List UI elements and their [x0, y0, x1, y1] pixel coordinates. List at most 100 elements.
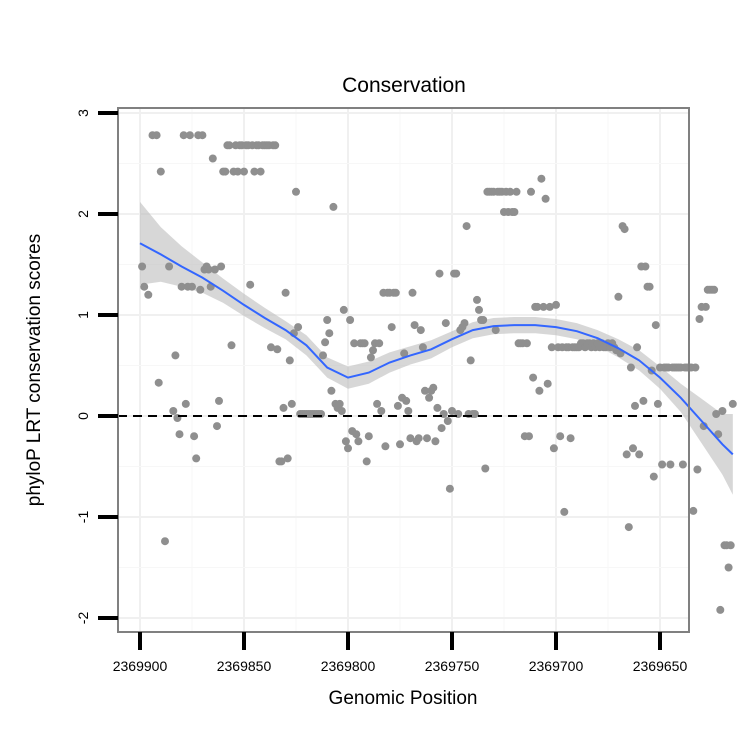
- data-point: [435, 269, 444, 278]
- data-point: [240, 167, 248, 176]
- data-point: [635, 450, 644, 459]
- data-point: [543, 379, 552, 388]
- data-point: [279, 403, 288, 412]
- data-point: [406, 434, 415, 443]
- data-point: [533, 302, 542, 311]
- data-point: [179, 131, 188, 140]
- data-point: [285, 356, 294, 365]
- data-point: [339, 305, 348, 314]
- y-tick-label: 2: [75, 210, 91, 218]
- data-point: [188, 282, 196, 291]
- data-point: [281, 288, 290, 297]
- data-point: [529, 373, 538, 382]
- data-point: [678, 460, 687, 469]
- data-point: [181, 399, 190, 408]
- data-point: [217, 262, 226, 271]
- data-point: [273, 345, 282, 354]
- y-tick-label: 0: [75, 412, 91, 420]
- data-point: [277, 457, 286, 466]
- x-tick-label: 2369750: [425, 658, 480, 674]
- data-point: [140, 282, 149, 291]
- data-point: [225, 141, 234, 150]
- data-point: [154, 378, 163, 387]
- data-point: [156, 167, 165, 176]
- data-point: [481, 464, 490, 473]
- data-point: [691, 363, 700, 372]
- data-point: [327, 386, 336, 395]
- x-tick-label: 2369900: [113, 658, 168, 674]
- data-point: [712, 410, 721, 418]
- data-point: [547, 343, 556, 352]
- data-point: [267, 343, 275, 352]
- data-point: [337, 407, 346, 415]
- x-tick-label: 2369700: [529, 658, 584, 674]
- data-point: [512, 187, 521, 196]
- data-point: [221, 167, 230, 176]
- data-point: [396, 440, 404, 449]
- data-point: [364, 432, 373, 441]
- data-point: [541, 194, 550, 203]
- data-point: [416, 326, 425, 335]
- data-point: [366, 353, 375, 362]
- data-point: [169, 407, 178, 415]
- data-point: [377, 407, 386, 415]
- data-point: [689, 506, 698, 515]
- data-point: [462, 222, 471, 231]
- data-point: [410, 321, 419, 330]
- data-point: [441, 319, 450, 328]
- data-point: [695, 315, 704, 323]
- data-point: [271, 141, 280, 150]
- data-point: [522, 339, 531, 348]
- data-point: [175, 430, 184, 439]
- data-point: [325, 329, 334, 338]
- data-point: [362, 457, 371, 466]
- data-point: [537, 174, 546, 183]
- data-point: [360, 339, 369, 348]
- data-point: [651, 321, 660, 330]
- data-point: [192, 454, 201, 463]
- smooth-line-layer: [139, 242, 734, 456]
- smooth-line: [139, 242, 734, 456]
- data-point: [404, 407, 413, 415]
- data-point: [443, 417, 452, 425]
- data-point: [633, 343, 642, 352]
- y-tick-label: -1: [75, 511, 91, 524]
- data-point: [171, 351, 180, 360]
- data-point: [369, 346, 377, 355]
- data-point: [350, 339, 359, 348]
- data-point: [510, 208, 519, 216]
- data-point: [246, 280, 255, 289]
- plot-panel-border: [117, 107, 690, 633]
- data-points-layer: [138, 131, 737, 614]
- data-point: [321, 338, 330, 347]
- x-tick-label: 2369800: [321, 658, 376, 674]
- plot-panel: [117, 107, 690, 633]
- data-point: [233, 167, 242, 176]
- data-point: [250, 167, 259, 176]
- data-point: [287, 399, 296, 408]
- data-point: [393, 401, 402, 410]
- data-point: [552, 300, 560, 309]
- data-point: [319, 351, 327, 360]
- data-point: [445, 484, 454, 493]
- data-point: [452, 269, 461, 278]
- data-point: [429, 383, 438, 392]
- data-point: [560, 507, 569, 516]
- data-point: [693, 465, 702, 474]
- data-point: [346, 316, 355, 324]
- data-point: [710, 285, 719, 294]
- data-point: [614, 292, 623, 301]
- data-point: [566, 434, 575, 443]
- data-point: [525, 432, 533, 441]
- data-point: [215, 396, 223, 405]
- data-point: [549, 444, 558, 453]
- data-point: [728, 399, 737, 408]
- data-point: [726, 541, 735, 550]
- data-point: [431, 437, 440, 446]
- x-tick-label: 2369850: [217, 658, 272, 674]
- data-point: [213, 422, 221, 431]
- data-point: [208, 154, 217, 163]
- data-point: [639, 396, 648, 405]
- data-point: [631, 401, 639, 410]
